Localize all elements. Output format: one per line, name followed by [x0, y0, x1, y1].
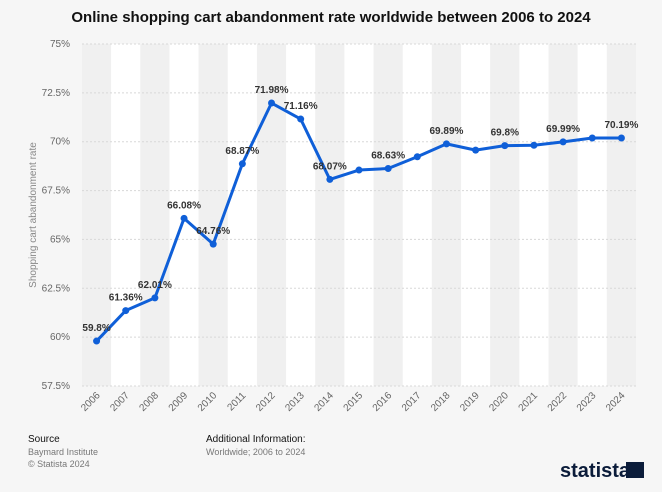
value-label: 68.87%	[225, 146, 259, 157]
y-tick-label: 72.5%	[42, 88, 70, 99]
logo-icon	[626, 462, 644, 478]
value-label: 64.76%	[196, 226, 230, 237]
value-label: 69.99%	[546, 124, 580, 135]
point	[559, 138, 567, 146]
point	[501, 142, 509, 150]
point	[209, 240, 217, 248]
column-band	[286, 44, 316, 386]
point	[617, 134, 625, 142]
copyright: © Statista 2024	[28, 459, 90, 469]
column-band	[402, 44, 432, 386]
y-tick-label: 75%	[50, 39, 70, 50]
column-band	[519, 44, 549, 386]
point	[93, 337, 101, 345]
value-label: 61.36%	[109, 293, 143, 304]
point	[151, 294, 159, 302]
value-label: 69.89%	[430, 126, 464, 137]
point	[472, 146, 480, 154]
point	[238, 160, 246, 168]
value-label: 68.07%	[313, 161, 347, 172]
column-band	[140, 44, 170, 386]
column-band	[577, 44, 607, 386]
source: Baymard Institute	[28, 447, 98, 457]
column-band	[490, 44, 520, 386]
y-tick-label: 57.5%	[42, 381, 70, 392]
value-label: 59.8%	[82, 323, 110, 334]
point	[588, 134, 596, 142]
value-label: 68.63%	[371, 150, 405, 161]
logo: statista	[560, 460, 631, 482]
point	[384, 164, 392, 172]
column-band	[82, 44, 112, 386]
column-band	[111, 44, 141, 386]
value-label: 71.16%	[284, 101, 318, 112]
point	[413, 153, 421, 161]
column-band	[344, 44, 374, 386]
plot-area	[82, 43, 636, 387]
value-label: 62.01%	[138, 280, 172, 291]
y-tick-label: 60%	[50, 332, 70, 343]
point	[355, 166, 363, 174]
chart-title: Online shopping cart abandonment rate wo…	[71, 9, 591, 26]
point	[442, 140, 450, 148]
point	[268, 99, 276, 107]
value-label: 70.19%	[604, 120, 638, 131]
info-title: Additional Information:	[206, 434, 306, 445]
column-band	[227, 44, 257, 386]
value-label: 69.8%	[491, 128, 519, 139]
column-band	[548, 44, 578, 386]
point	[326, 175, 334, 183]
point	[297, 115, 305, 123]
point	[122, 307, 130, 315]
column-band	[373, 44, 403, 386]
y-tick-label: 62.5%	[42, 283, 70, 294]
source-title: Source	[28, 434, 60, 445]
point	[180, 214, 188, 222]
point	[530, 141, 538, 149]
y-tick-label: 67.5%	[42, 186, 70, 197]
value-label: 66.08%	[167, 200, 201, 211]
info: Worldwide; 2006 to 2024	[206, 447, 305, 457]
column-band	[606, 44, 636, 386]
column-band	[431, 44, 462, 386]
y-tick-label: 65%	[50, 234, 70, 245]
column-band	[461, 44, 491, 386]
y-axis-label: Shopping cart abandonment rate	[28, 142, 39, 288]
column-band	[315, 44, 345, 386]
value-label: 71.98%	[255, 85, 289, 96]
y-tick-label: 70%	[50, 137, 70, 148]
